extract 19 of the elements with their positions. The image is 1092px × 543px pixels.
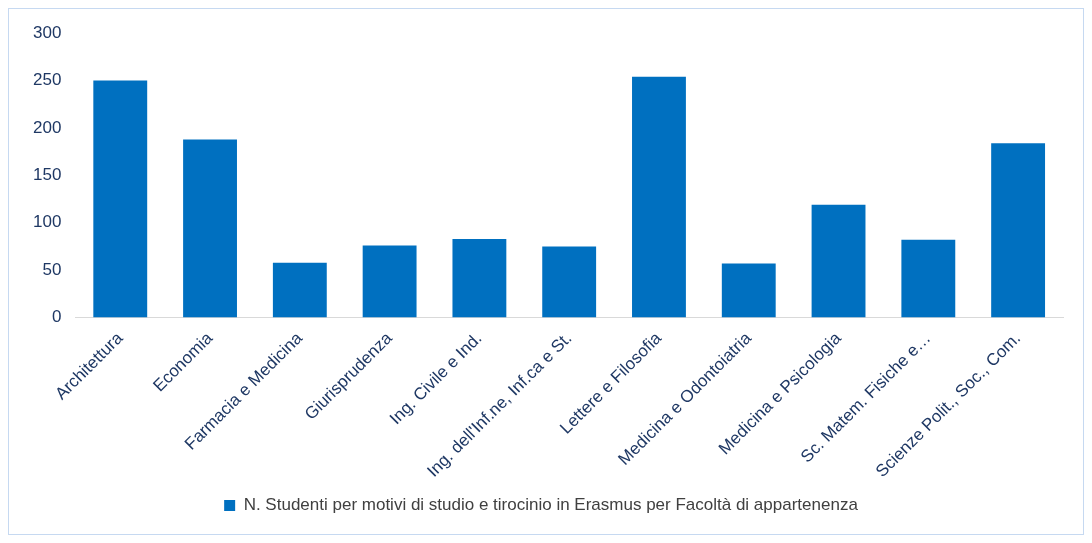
y-tick-label: 300 xyxy=(32,22,62,42)
bar xyxy=(452,238,507,318)
y-tick-label: 0 xyxy=(51,307,62,327)
bar xyxy=(632,76,686,318)
bar xyxy=(542,246,597,318)
bar xyxy=(272,262,327,318)
legend-label: N. Studenti per motivi di studio e tirocinio in Erasmus per Facoltà di appartenenza xyxy=(243,495,859,515)
bar xyxy=(362,245,417,318)
bar xyxy=(183,139,237,318)
bar xyxy=(901,239,956,318)
y-tick-label: 200 xyxy=(32,117,62,137)
bar xyxy=(811,204,866,318)
y-tick-label: 250 xyxy=(32,70,62,90)
y-tick-label: 50 xyxy=(42,259,62,279)
y-tick-label: 150 xyxy=(32,165,62,185)
bar xyxy=(721,263,776,318)
bar xyxy=(93,80,148,318)
y-tick-label: 100 xyxy=(32,212,62,232)
bar xyxy=(991,143,1046,318)
